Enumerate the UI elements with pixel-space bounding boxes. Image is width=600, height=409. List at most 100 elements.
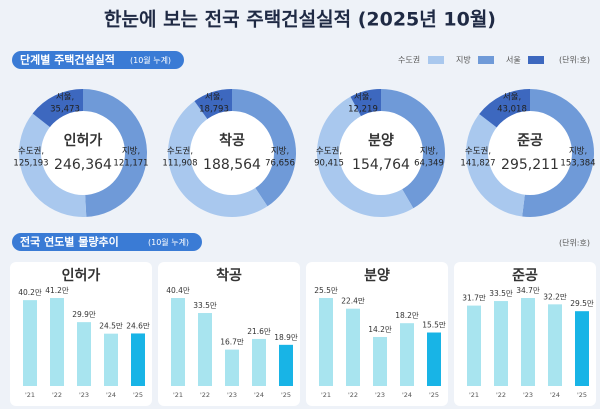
slice-label: 수도권, — [316, 146, 342, 157]
bar — [575, 311, 589, 386]
x-tick-label: '23 — [523, 391, 533, 399]
center-label: 착공 — [219, 132, 245, 149]
bar-label: 24.6만 — [126, 321, 150, 330]
x-tick-label: '21 — [469, 391, 479, 399]
slice-label: 서울, — [56, 93, 74, 103]
bar — [521, 298, 535, 386]
bar — [225, 349, 239, 386]
bar — [198, 313, 212, 386]
center-total: 154,764 — [352, 157, 410, 173]
slice-label: 지방, — [569, 146, 587, 157]
bar-label: 21.6만 — [247, 327, 271, 336]
section-header — [12, 51, 184, 69]
bar — [279, 344, 293, 386]
x-tick-label: '24 — [550, 391, 560, 399]
slice-value: 125,193 — [13, 159, 48, 169]
legend-swatch — [528, 56, 544, 64]
unit-label: (단위:호) — [559, 238, 590, 248]
slice-value: 90,415 — [314, 159, 344, 169]
bar — [467, 305, 481, 386]
legend-label: 지방 — [456, 55, 471, 65]
bar-label: 33.5만 — [193, 301, 217, 310]
bar — [548, 304, 562, 386]
legend-swatch — [478, 56, 494, 64]
legend-swatch — [428, 56, 444, 64]
slice-value: 18,793 — [199, 105, 229, 115]
x-tick-label: '23 — [375, 391, 385, 399]
bar-label: 34.7만 — [516, 286, 540, 295]
slice-value: 35,473 — [50, 105, 80, 115]
slice-label: 수도권, — [167, 146, 193, 157]
bar-label: 29.9만 — [72, 310, 96, 319]
bar-label: 22.4만 — [341, 297, 365, 306]
bar — [346, 308, 360, 386]
bar — [373, 336, 387, 386]
donut-slice — [168, 89, 268, 218]
x-tick-label: '22 — [200, 391, 210, 399]
x-tick-label: '24 — [402, 391, 412, 399]
x-tick-label: '25 — [133, 391, 143, 399]
x-tick-label: '22 — [52, 391, 62, 399]
donut-hole — [190, 111, 274, 195]
slice-value: 64,349 — [414, 159, 444, 169]
donut-slice — [32, 89, 83, 130]
panel-title: 인허가 — [62, 267, 101, 284]
donut-hole — [339, 111, 423, 195]
section-note: (10월 누계) — [130, 55, 171, 65]
slice-value: 153,384 — [560, 159, 595, 169]
donut-slice — [479, 89, 530, 130]
bar — [23, 300, 37, 386]
section-note: (10월 누계) — [148, 237, 189, 247]
slice-label: 수도권, — [465, 146, 491, 157]
bar — [494, 301, 508, 386]
center-label: 인허가 — [64, 132, 103, 149]
x-tick-label: '21 — [173, 391, 183, 399]
center-label: 분양 — [368, 133, 394, 149]
bar-label: 33.5만 — [489, 289, 513, 298]
bar-label: 25.5만 — [314, 286, 338, 295]
slice-label: 수도권, — [18, 146, 44, 157]
bar — [319, 298, 333, 386]
panel-title: 준공 — [512, 268, 538, 284]
x-tick-label: '25 — [429, 391, 439, 399]
slice-label: 지방, — [420, 146, 438, 157]
donut-slice — [466, 89, 530, 217]
bar-label: 32.2만 — [543, 292, 567, 301]
x-tick-label: '25 — [577, 391, 587, 399]
bar-label: 41.2만 — [45, 286, 69, 295]
bar — [252, 338, 266, 386]
slice-label: 서울, — [503, 93, 521, 103]
bar — [77, 322, 91, 386]
x-tick-label: '23 — [79, 391, 89, 399]
section-title: 단계별 주택건설실적 — [20, 53, 115, 67]
donut-hole — [488, 111, 572, 195]
x-tick-label: '23 — [227, 391, 237, 399]
x-tick-label: '21 — [321, 391, 331, 399]
slice-label: 지방, — [122, 146, 140, 157]
bar — [131, 333, 145, 386]
slice-value: 12,219 — [348, 105, 378, 115]
bar-label: 18.9만 — [274, 333, 298, 342]
page-title: 한눈에 보는 전국 주택건설실적 (2025년 10월) — [104, 9, 496, 31]
bar — [104, 333, 118, 386]
donut-slice — [83, 89, 147, 217]
donut-hole — [41, 111, 125, 195]
slice-value: 121,171 — [113, 159, 148, 169]
legend-label: 수도권 — [398, 55, 420, 65]
bar-label: 15.5만 — [422, 321, 446, 330]
center-label: 준공 — [517, 133, 543, 149]
x-tick-label: '22 — [496, 391, 506, 399]
donut-slice — [522, 89, 595, 218]
slice-label: 지방, — [271, 146, 289, 157]
bar-label: 40.4만 — [166, 286, 190, 295]
donut-slice — [19, 89, 87, 217]
bar-label: 29.5만 — [570, 299, 594, 308]
slice-value: 76,656 — [265, 159, 295, 169]
x-tick-label: '21 — [25, 391, 35, 399]
bar — [50, 298, 64, 386]
bar — [427, 332, 441, 386]
panel-title: 분양 — [364, 268, 390, 284]
legend-label: 서울 — [506, 56, 521, 65]
bar-label: 31.7만 — [462, 294, 486, 303]
